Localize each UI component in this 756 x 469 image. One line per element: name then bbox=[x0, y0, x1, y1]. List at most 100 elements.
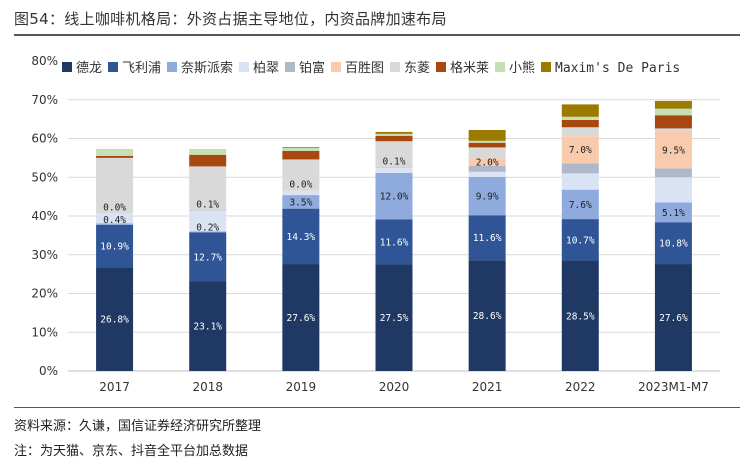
data-label: 9.9% bbox=[476, 192, 499, 203]
data-label: 2.0% bbox=[476, 158, 499, 169]
legend-label: 飞利浦 bbox=[122, 61, 161, 76]
bar-segment bbox=[654, 168, 692, 178]
bar-segment bbox=[282, 195, 320, 209]
bar-segment bbox=[375, 135, 413, 142]
data-label: 7.0% bbox=[569, 145, 592, 156]
bar-segment bbox=[654, 100, 692, 109]
bar-segment bbox=[654, 222, 692, 265]
legend: 德龙 飞利浦 奈斯派索 柏翠 铂富 百胜图 东菱 格米莱 小熊 Maxim's De Paris bbox=[62, 60, 680, 76]
bar-segment bbox=[654, 131, 692, 169]
data-label: 23.1% bbox=[193, 322, 222, 333]
bar-segment bbox=[561, 189, 599, 220]
bar-segment bbox=[282, 190, 320, 196]
legend-swatch bbox=[62, 62, 72, 72]
legend-item: 奈斯派索 bbox=[167, 61, 233, 76]
legend-swatch bbox=[390, 62, 400, 72]
bar-stack: 27.5% 11.6% 12.0% 0.1% bbox=[375, 131, 413, 371]
bar-segment bbox=[468, 166, 506, 172]
y-tick-label: 70% bbox=[31, 93, 58, 107]
bar-segment bbox=[654, 264, 692, 371]
y-tick-label: 80% bbox=[31, 54, 58, 68]
data-label: 0.4% bbox=[103, 215, 126, 226]
bar-segment bbox=[561, 116, 599, 120]
legend-swatch bbox=[285, 62, 295, 72]
bar-segment bbox=[189, 281, 227, 371]
bar-segment bbox=[654, 202, 692, 223]
bar-segment bbox=[375, 172, 413, 220]
bar-segment bbox=[189, 166, 227, 211]
legend-label: 小熊 bbox=[509, 60, 535, 76]
data-label: 12.7% bbox=[193, 252, 222, 263]
bar-stack: 28.6% 11.6% 9.9% 2.0% bbox=[468, 129, 506, 371]
legend-item: 飞利浦 bbox=[108, 61, 161, 76]
data-label: 0.1% bbox=[196, 200, 219, 211]
data-label: 0.0% bbox=[103, 203, 126, 214]
bar-segment bbox=[468, 260, 506, 371]
data-label: 9.5% bbox=[662, 145, 685, 156]
bar-segment bbox=[561, 260, 599, 371]
bar-segment bbox=[654, 128, 692, 132]
bar-segment bbox=[96, 213, 134, 224]
bar-segment bbox=[375, 219, 413, 265]
legend-item: 百胜图 bbox=[331, 61, 384, 76]
bar-stack: 27.6% 14.3% 3.5% 0.0% bbox=[282, 147, 320, 371]
data-label: 27.6% bbox=[659, 313, 688, 324]
data-label: 26.8% bbox=[100, 315, 129, 326]
bar-stack: 28.5% 10.7% 7.6% 7.0% bbox=[561, 104, 599, 371]
bar-segment bbox=[96, 224, 134, 268]
bar-segment bbox=[561, 163, 599, 174]
data-note: 注：为天猫、京东、抖音全平台加总数据 bbox=[14, 444, 249, 459]
bar-segment bbox=[96, 148, 134, 156]
data-label: 28.6% bbox=[473, 311, 502, 322]
data-label: 14.3% bbox=[287, 232, 316, 243]
y-tick-label: 30% bbox=[31, 248, 58, 262]
bar-segment bbox=[282, 150, 320, 160]
legend-label: 柏翠 bbox=[253, 61, 279, 76]
data-label: 0.1% bbox=[383, 157, 406, 168]
bar-segment bbox=[468, 158, 506, 167]
stacked-bar-chart: 0% 10% 20% 30% 40% 50% 60% 70% 80% 26.8% 10.9% 0.4… bbox=[31, 54, 720, 394]
legend-item: 德龙 bbox=[62, 61, 102, 76]
legend-swatch bbox=[495, 62, 505, 72]
legend-swatch bbox=[239, 62, 249, 72]
bar-segment bbox=[561, 127, 599, 137]
bar-segment bbox=[468, 129, 506, 141]
source-note: 资料来源：久谦，国信证券经济研究所整理 bbox=[14, 419, 262, 434]
bar-segment bbox=[375, 264, 413, 371]
bar-segment bbox=[654, 177, 692, 203]
y-tick-label: 50% bbox=[31, 170, 58, 184]
legend-swatch bbox=[436, 62, 446, 72]
title-divider bbox=[14, 34, 740, 36]
bar-segment bbox=[561, 119, 599, 128]
data-label: 11.6% bbox=[473, 233, 502, 244]
bar-segment bbox=[561, 104, 599, 117]
data-label: 11.6% bbox=[380, 237, 409, 248]
bar-segment bbox=[282, 208, 320, 265]
bar-segment bbox=[468, 176, 506, 216]
bar-segment bbox=[468, 171, 506, 177]
bar-segment bbox=[189, 232, 227, 282]
legend-label: Maxim's De Paris bbox=[555, 61, 680, 76]
legend-label: 铂富 bbox=[299, 60, 325, 76]
legend-item: 小熊 bbox=[495, 60, 535, 76]
legend-label: 格米莱 bbox=[450, 60, 489, 76]
data-label: 12.0% bbox=[380, 192, 409, 203]
bar-segment bbox=[375, 167, 413, 173]
bar-segment bbox=[189, 148, 227, 155]
bar-segment bbox=[468, 147, 506, 159]
bars: 26.8%10.9%0.4%0.0%23.1%12.7%0.2%0.1%27.6… bbox=[96, 100, 692, 371]
data-label: 28.5% bbox=[566, 311, 595, 322]
bar-segment bbox=[282, 159, 320, 191]
bar-stack: 27.6% 10.8% 5.1% 9.5% bbox=[654, 100, 692, 371]
x-tick-label: 2022 bbox=[565, 380, 596, 394]
y-tick-label: 20% bbox=[31, 287, 58, 301]
bar-segment bbox=[375, 131, 413, 134]
bar-segment bbox=[189, 210, 227, 232]
bar-segment bbox=[189, 231, 227, 233]
y-tick-label: 10% bbox=[31, 325, 58, 339]
bar-segment bbox=[189, 154, 227, 167]
legend-label: 德龙 bbox=[76, 61, 102, 76]
legend-label: 百胜图 bbox=[345, 61, 384, 76]
bar-stack: 26.8% 10.9% 0.4%0.0% bbox=[96, 148, 134, 371]
bar-segment bbox=[654, 108, 692, 116]
